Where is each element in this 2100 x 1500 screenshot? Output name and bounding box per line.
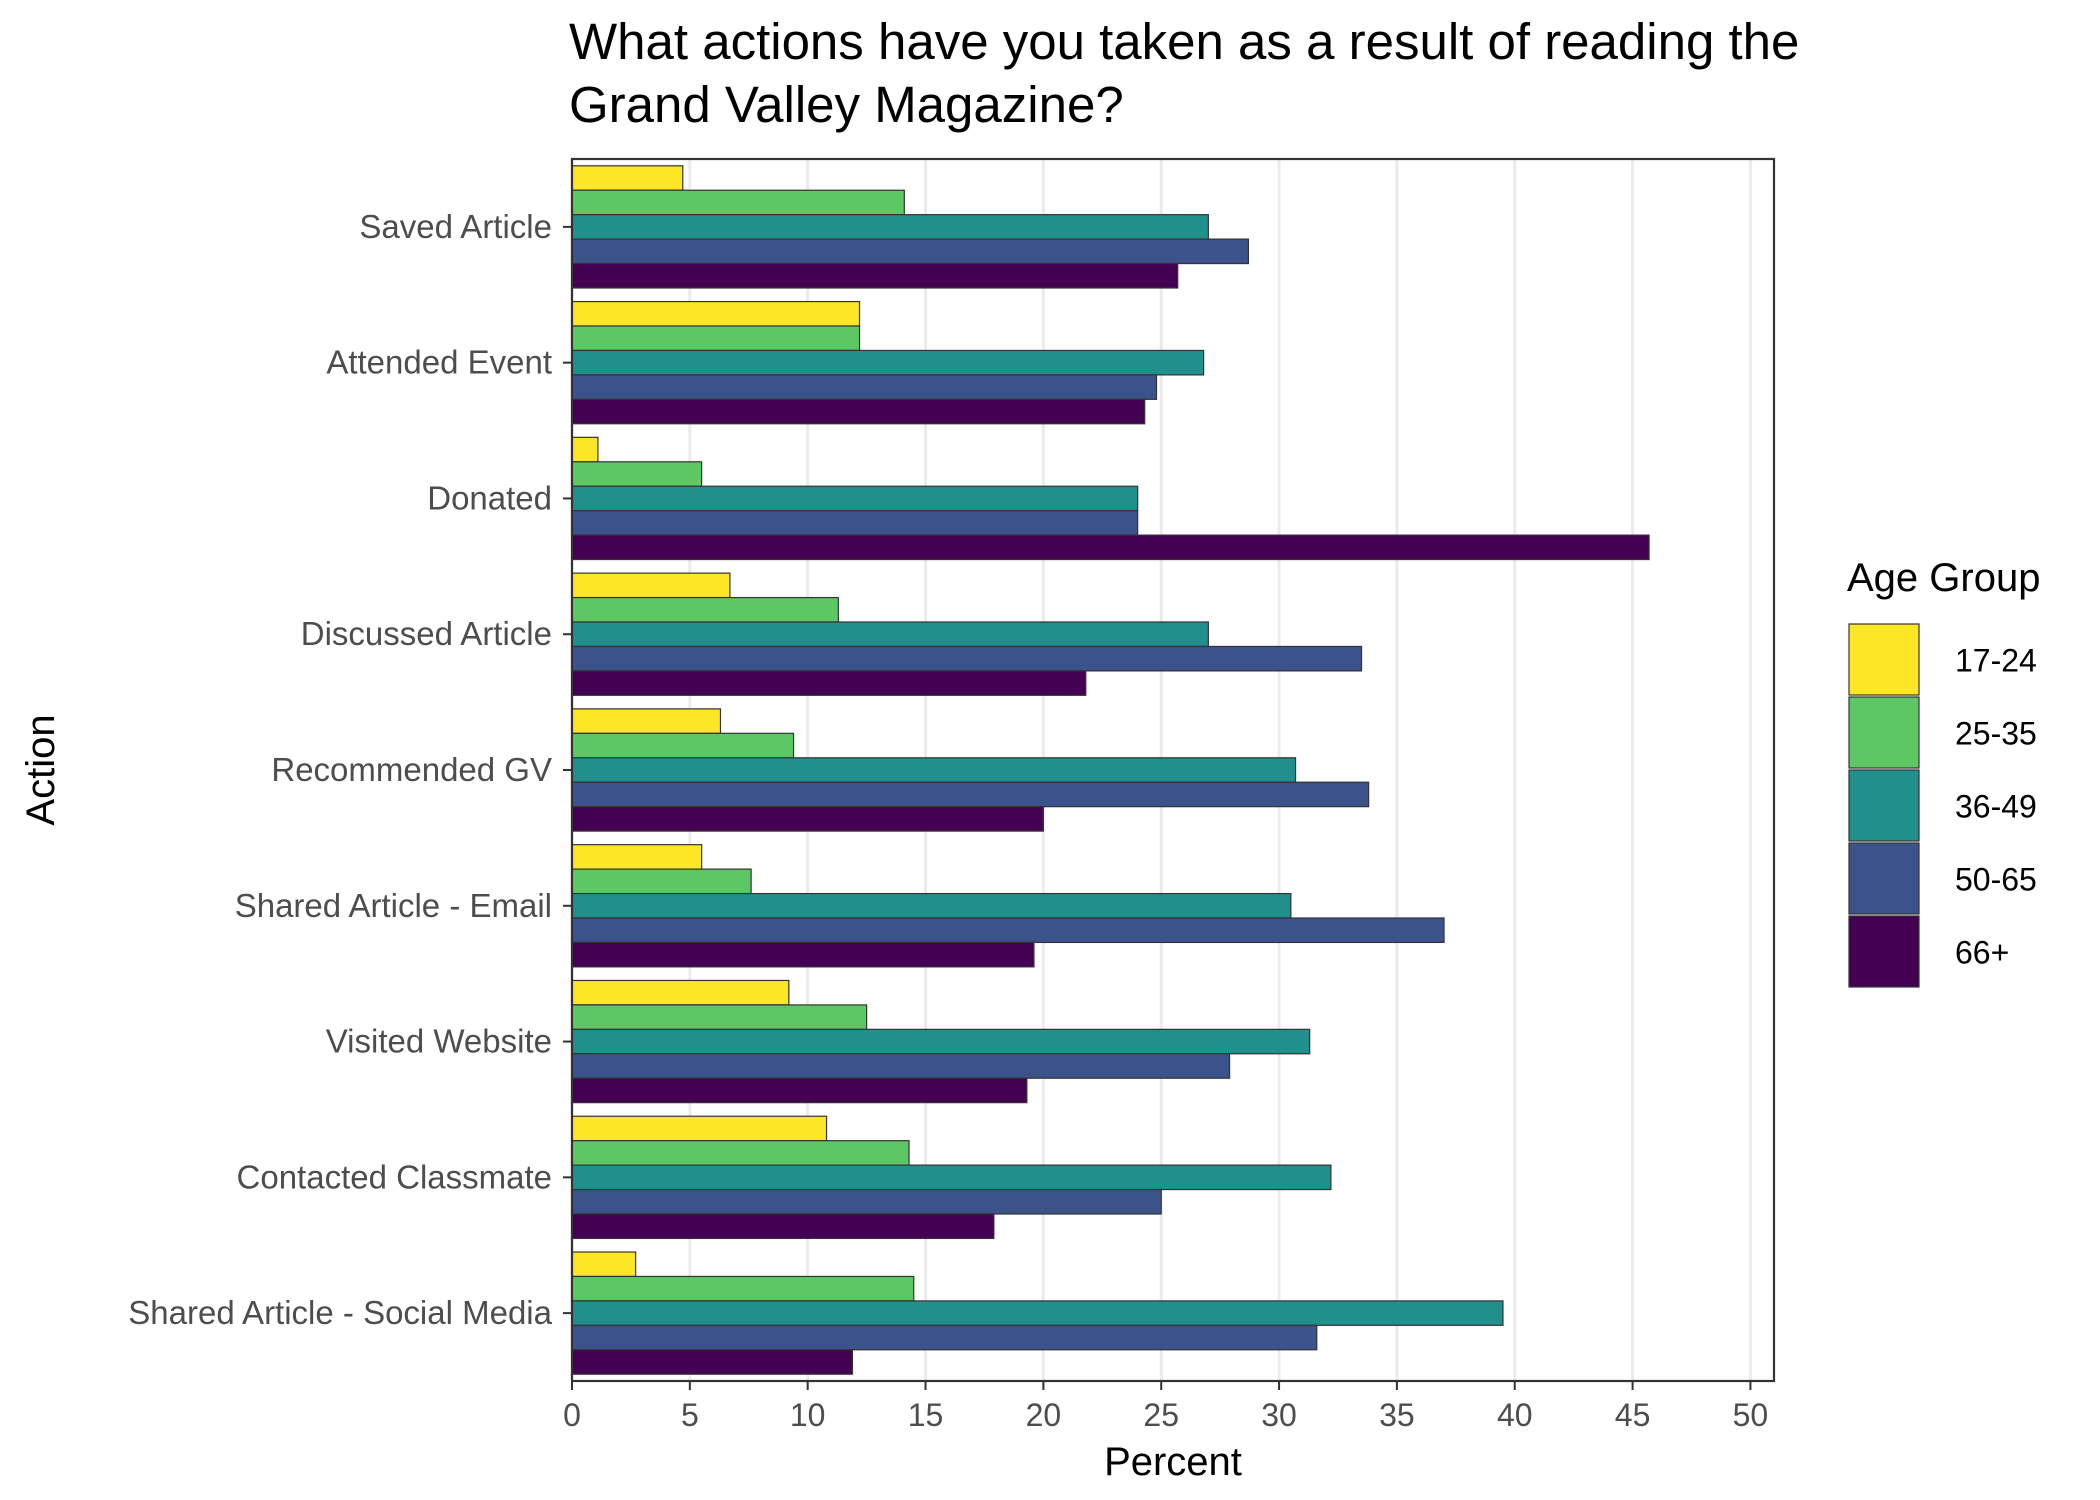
x-tick-label: 15 [908,1397,944,1433]
legend-label: 66+ [1955,935,2009,971]
x-tick-label: 35 [1379,1397,1415,1433]
bar-25-35-visited-website [571,1004,868,1030]
y-category-label: Discussed Article [301,615,552,652]
legend-swatch-17-24 [1848,623,1920,696]
legend-label: 17-24 [1955,643,2037,679]
bar-50-65-visited-website [571,1053,1231,1079]
x-tick-label: 30 [1261,1397,1297,1433]
y-category-label: Recommended GV [271,751,552,788]
bar-25-35-discussed-article [571,596,839,623]
bar-50-65-saved-article [571,238,1250,265]
bar-36-49-attended-event [571,349,1205,376]
bar-66+-shared-article-social-media [571,1349,854,1375]
bar-66+-attended-event [571,398,1146,425]
legend-swatch-66+ [1848,915,1920,988]
bar-25-35-saved-article [571,189,905,216]
bar-36-49-contacted-classmate [571,1164,1332,1191]
bar-36-49-recommended-gv [571,757,1297,783]
bar-25-35-recommended-gv [571,732,795,759]
y-category-label: Contacted Classmate [237,1158,552,1195]
bar-50-65-recommended-gv [571,781,1370,808]
bar-66+-discussed-article [571,670,1087,696]
bar-36-49-discussed-article [571,621,1209,648]
bar-50-65-contacted-classmate [571,1188,1162,1215]
bar-17-24-recommended-gv [571,708,722,734]
chart-title-line-2: Grand Valley Magazine? [569,76,1124,133]
chart-title-line-1: What actions have you taken as a result … [569,13,1799,70]
bar-50-65-attended-event [571,374,1158,400]
bar-17-24-visited-website [571,979,790,1006]
bar-25-35-shared-article-email [571,868,752,895]
bar-50-65-shared-article-social-media [571,1324,1318,1351]
y-category-label: Attended Event [326,344,552,381]
bar-25-35-donated [571,461,703,487]
legend-swatch-36-49 [1848,769,1920,842]
bar-36-49-donated [571,485,1139,512]
bar-17-24-attended-event [571,300,861,327]
bar-36-49-shared-article-social-media [571,1300,1504,1326]
bar-50-65-donated [571,510,1139,536]
x-axis-title: Percent [1104,1440,1242,1484]
bar-17-24-donated [571,436,599,463]
bar-50-65-shared-article-email [571,917,1445,944]
bar-50-65-discussed-article [571,645,1363,672]
x-tick-label: 20 [1026,1397,1062,1433]
legend-label: 50-65 [1955,862,2037,898]
bar-25-35-attended-event [571,325,861,352]
bar-66+-visited-website [571,1077,1028,1104]
y-category-label: Donated [427,479,552,516]
bar-36-49-saved-article [571,214,1209,240]
bar-66+-shared-article-email [571,941,1035,968]
legend-title: Age Group [1847,556,2040,600]
y-category-label: Saved Article [359,208,552,245]
bars [571,165,1650,1375]
x-tick-label: 50 [1733,1397,1769,1433]
y-category-label: Shared Article - Social Media [128,1294,552,1331]
bar-66+-saved-article [571,262,1179,289]
x-tick-label: 5 [681,1397,699,1433]
bar-25-35-shared-article-social-media [571,1275,915,1302]
bar-17-24-discussed-article [571,572,731,599]
legend-swatch-50-65 [1848,842,1920,915]
y-axis-title: Action [19,714,63,825]
bar-66+-recommended-gv [571,806,1044,832]
x-tick-label: 0 [563,1397,581,1433]
bar-17-24-saved-article [571,165,684,191]
x-tick-label: 45 [1615,1397,1651,1433]
x-tick-label: 40 [1497,1397,1533,1433]
bar-36-49-visited-website [571,1028,1311,1055]
bar-66+-contacted-classmate [571,1213,995,1240]
legend-label: 36-49 [1955,789,2037,825]
y-category-label: Visited Website [326,1023,552,1060]
legend-label: 25-35 [1955,716,2037,752]
bar-17-24-contacted-classmate [571,1115,828,1142]
bar-17-24-shared-article-email [571,844,703,870]
bar-36-49-shared-article-email [571,892,1292,919]
y-category-label: Shared Article - Email [235,887,552,924]
legend-swatch-25-35 [1848,696,1920,769]
bar-25-35-contacted-classmate [571,1140,910,1166]
x-tick-label: 10 [790,1397,826,1433]
bar-17-24-shared-article-social-media [571,1251,637,1278]
y-axis-category-labels: Saved Article Attended Event Donated Discus… [128,208,572,1331]
x-tick-label: 25 [1143,1397,1179,1433]
legend: Age Group 17-24 25-35 36-49 50-65 66+ [1847,556,2040,988]
x-axis-ticks: 0 5 10 15 20 25 30 35 40 45 50 [563,1381,1768,1433]
bar-66+-donated [571,534,1650,561]
